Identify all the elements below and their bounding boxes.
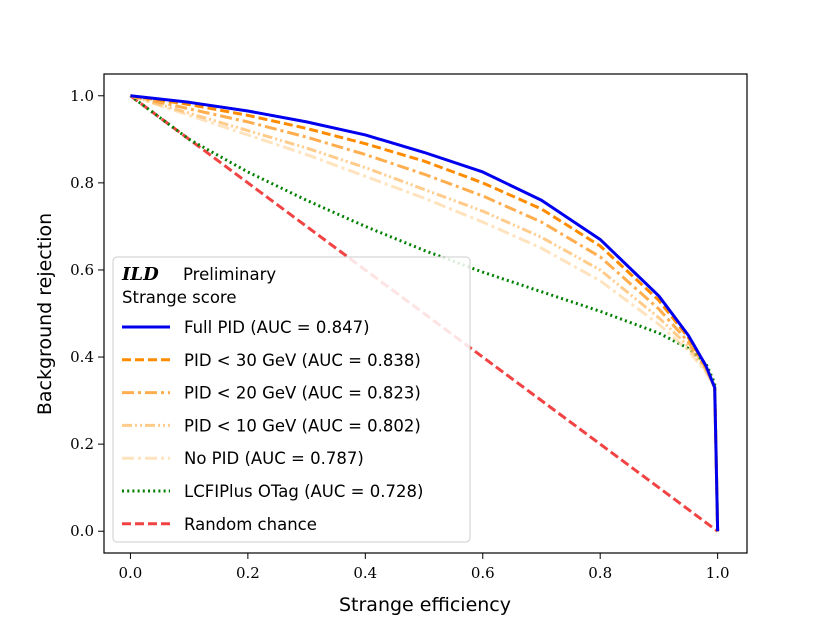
x-tick-label: 0.6 [471,564,495,582]
plot-frame [103,73,748,554]
x-tick-label: 0.4 [353,564,377,582]
y-tick-label: 0.8 [70,174,94,192]
series-line-0 [130,94,720,532]
x-tick-label: 0.8 [588,564,612,582]
x-tick-label: 0.2 [236,564,260,582]
legend-label-1: PID < 30 GeV (AUC = 0.838) [184,351,421,370]
y-tick-label: 1.0 [70,87,94,105]
legend-label-0: Full PID (AUC = 0.847) [184,318,370,337]
y-tick-label: 0.0 [70,522,94,540]
x-axis: 0.0 0.2 0.4 0.6 0.8 1.0 [118,553,730,582]
legend: ILD Preliminary Strange score Full PID (… [112,256,471,543]
y-tick-label: 0.6 [70,261,94,279]
y-tick-label: 0.2 [70,435,94,453]
legend-label-5: LCFIPlus OTag (AUC = 0.728) [184,482,423,501]
y-tick-label: 0.4 [70,348,94,366]
x-axis-label: Strange efficiency [339,594,511,616]
x-tick-label: 0.0 [118,564,142,582]
legend-title-ild: ILD [121,264,159,285]
legend-entries: Full PID (AUC = 0.847) PID < 30 GeV (AUC … [122,318,423,534]
y-axis: 0.0 0.2 0.4 0.6 0.8 1.0 [70,87,104,540]
legend-box [112,256,471,543]
legend-subtitle: Strange score [122,288,237,307]
y-axis-label: Background rejection [34,213,56,415]
legend-label-2: PID < 20 GeV (AUC = 0.823) [184,384,421,403]
legend-label-4: No PID (AUC = 0.787) [184,449,364,468]
legend-label-6: Random chance [184,515,317,534]
x-tick-label: 1.0 [706,564,730,582]
legend-title-preliminary: Preliminary [183,265,276,284]
legend-label-3: PID < 10 GeV (AUC = 0.802) [184,416,421,435]
